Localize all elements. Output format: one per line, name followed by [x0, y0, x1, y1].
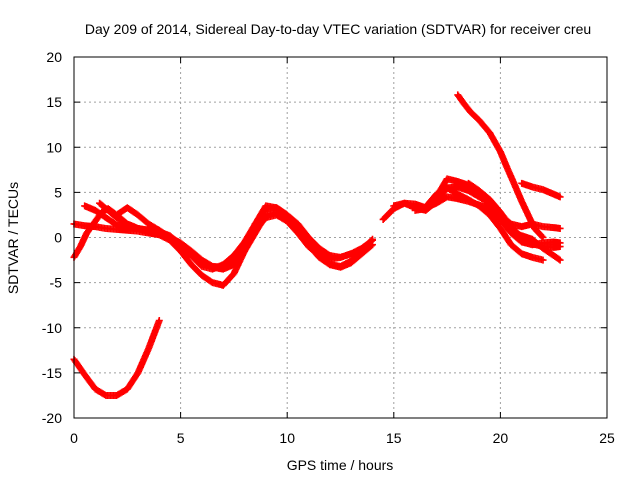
y-axis-label: SDTVAR / TECUs	[5, 182, 21, 294]
data-point	[556, 243, 564, 251]
y-tick-label: 0	[54, 230, 62, 246]
data-point	[539, 256, 547, 264]
data-point	[538, 232, 546, 240]
x-tick-label: 10	[279, 430, 295, 446]
x-tick-label: 15	[386, 430, 402, 446]
x-tick-label: 5	[177, 430, 185, 446]
y-tick-labels: -20 -15 -10 -5 0 5 10 15 20	[42, 49, 62, 426]
series-track-11	[464, 179, 564, 251]
data-point	[347, 250, 355, 258]
y-tick-label: -10	[42, 320, 62, 336]
data-point	[367, 242, 375, 250]
y-tick-label: -15	[42, 365, 62, 381]
series-layer	[70, 91, 564, 399]
data-point	[155, 317, 163, 325]
y-tick-label: -20	[42, 410, 62, 426]
grid-lines	[74, 57, 607, 418]
series-track-13	[518, 179, 564, 201]
y-tick-label: 20	[46, 49, 62, 65]
series-track-10	[422, 184, 547, 264]
data-point	[539, 234, 547, 241]
x-tick-label: 20	[493, 430, 509, 446]
series-track-5	[113, 204, 376, 273]
data-point	[556, 256, 564, 264]
data-point	[556, 193, 564, 201]
chart-title: Day 209 of 2014, Sidereal Day-to-day VTE…	[85, 21, 591, 37]
series-track-6	[70, 317, 163, 399]
y-tick-label: 15	[46, 94, 62, 110]
x-tick-label: 25	[599, 430, 615, 446]
x-tick-labels: 0 5 10 15 20 25	[70, 430, 615, 446]
data-point	[556, 224, 564, 232]
data-point	[555, 255, 563, 263]
x-axis-label: GPS time / hours	[287, 457, 394, 473]
data-point	[368, 241, 376, 249]
x-tick-label: 0	[70, 430, 78, 446]
y-tick-label: -5	[50, 275, 63, 291]
y-tick-label: 5	[54, 184, 62, 200]
tick-marks	[73, 56, 608, 419]
series-track-12	[454, 91, 547, 241]
y-tick-label: 10	[46, 139, 62, 155]
